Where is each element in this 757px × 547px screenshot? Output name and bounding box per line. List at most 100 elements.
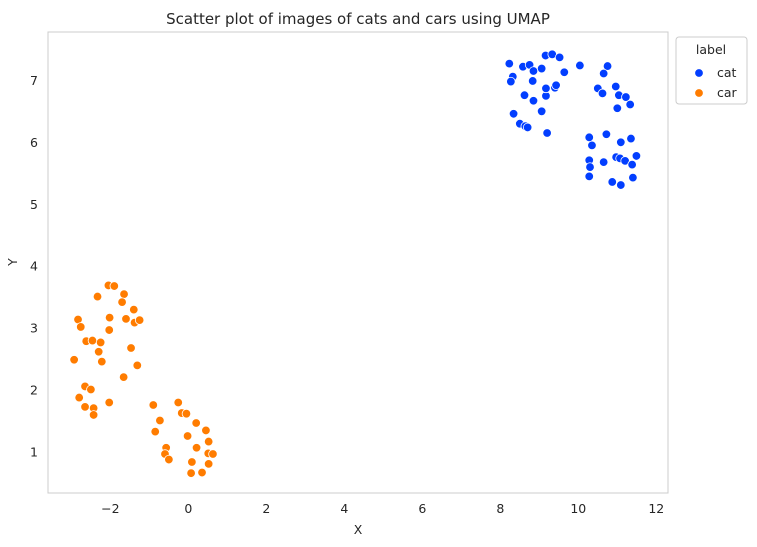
point-car [104,312,115,323]
point-car [208,449,218,459]
point-cat [536,106,547,117]
point-car [69,355,79,365]
point-car [181,408,192,419]
point-car [119,289,129,299]
point-cat [631,151,642,161]
point-cat [559,67,569,77]
y-tick-label: 4 [30,259,38,274]
point-cat [528,96,539,106]
chart-title: Scatter plot of images of cats and cars … [166,10,550,28]
point-car [191,443,202,453]
point-cat [541,83,551,94]
point-cat [527,76,538,86]
y-tick-label: 7 [30,73,38,88]
point-cat [607,177,617,187]
legend-marker-car [694,88,704,98]
point-cat [575,60,585,71]
point-cat [628,172,638,183]
x-tick-label: −2 [101,501,119,516]
point-car [118,372,129,382]
point-car [97,356,107,367]
point-cat [584,132,594,143]
point-car [121,314,131,324]
point-car [86,384,96,395]
x-tick-label: 4 [340,501,348,516]
legend-title: label [696,42,726,57]
point-car [132,360,142,371]
point-car [203,436,214,447]
x-tick-label: 6 [418,501,426,516]
point-car [182,431,193,441]
point-cat [551,80,561,90]
point-cat [626,133,636,144]
point-car [155,415,165,426]
x-axis-label: X [354,522,363,537]
point-car [186,468,196,478]
point-car [134,315,145,325]
point-cat [612,103,623,113]
point-cat [598,68,609,79]
point-car [191,418,201,428]
point-car [109,281,119,291]
point-cat [506,76,516,87]
point-car [201,425,211,436]
x-tick-label: 12 [648,501,664,516]
point-car [173,397,183,408]
plot-area [47,31,669,494]
x-tick-label: 8 [496,501,504,516]
point-car [88,410,99,420]
x-tick-label: 2 [262,501,270,516]
point-car [117,297,127,307]
point-car [93,347,104,357]
y-tick-label: 6 [30,135,38,150]
y-axis: 1 2 3 4 5 6 7 [30,73,38,460]
point-car [92,291,103,302]
data-points [69,49,642,478]
legend: label cat car [675,36,748,105]
point-cat [536,63,547,74]
point-cat [597,88,608,99]
point-car [150,426,160,437]
point-car [87,335,98,346]
point-cat [519,90,530,100]
y-tick-label: 3 [30,321,38,336]
x-axis: −2 0 2 4 6 8 10 12 [101,501,664,516]
y-tick-label: 5 [30,197,38,212]
point-car [95,337,106,348]
point-cat [585,162,595,172]
point-car [187,457,197,467]
point-cat [598,157,609,167]
point-car [164,454,174,465]
x-tick-label: 10 [570,501,586,516]
point-cat [542,128,552,138]
legend-marker-cat [694,68,704,78]
point-cat [601,129,612,139]
point-car [197,467,207,478]
point-cat [522,122,533,133]
point-cat [528,66,539,76]
point-cat [611,81,621,92]
point-cat [504,58,514,69]
point-cat [616,137,626,147]
point-car [104,325,114,335]
point-cat [587,140,597,151]
point-cat [616,180,626,190]
point-cat [627,159,637,170]
y-tick-label: 1 [30,445,38,460]
legend-box [675,36,748,105]
legend-label-car: car [717,85,738,100]
point-car [76,322,86,332]
point-car [148,400,158,410]
point-car [104,397,114,408]
point-car [126,343,136,353]
y-axis-label: Y [5,258,20,267]
x-tick-label: 0 [184,501,192,516]
point-cat [621,92,631,102]
point-cat [508,109,519,119]
point-cat [602,61,613,71]
point-cat [584,171,594,182]
point-car [74,392,84,403]
point-cat [554,52,565,63]
point-car [129,304,139,315]
